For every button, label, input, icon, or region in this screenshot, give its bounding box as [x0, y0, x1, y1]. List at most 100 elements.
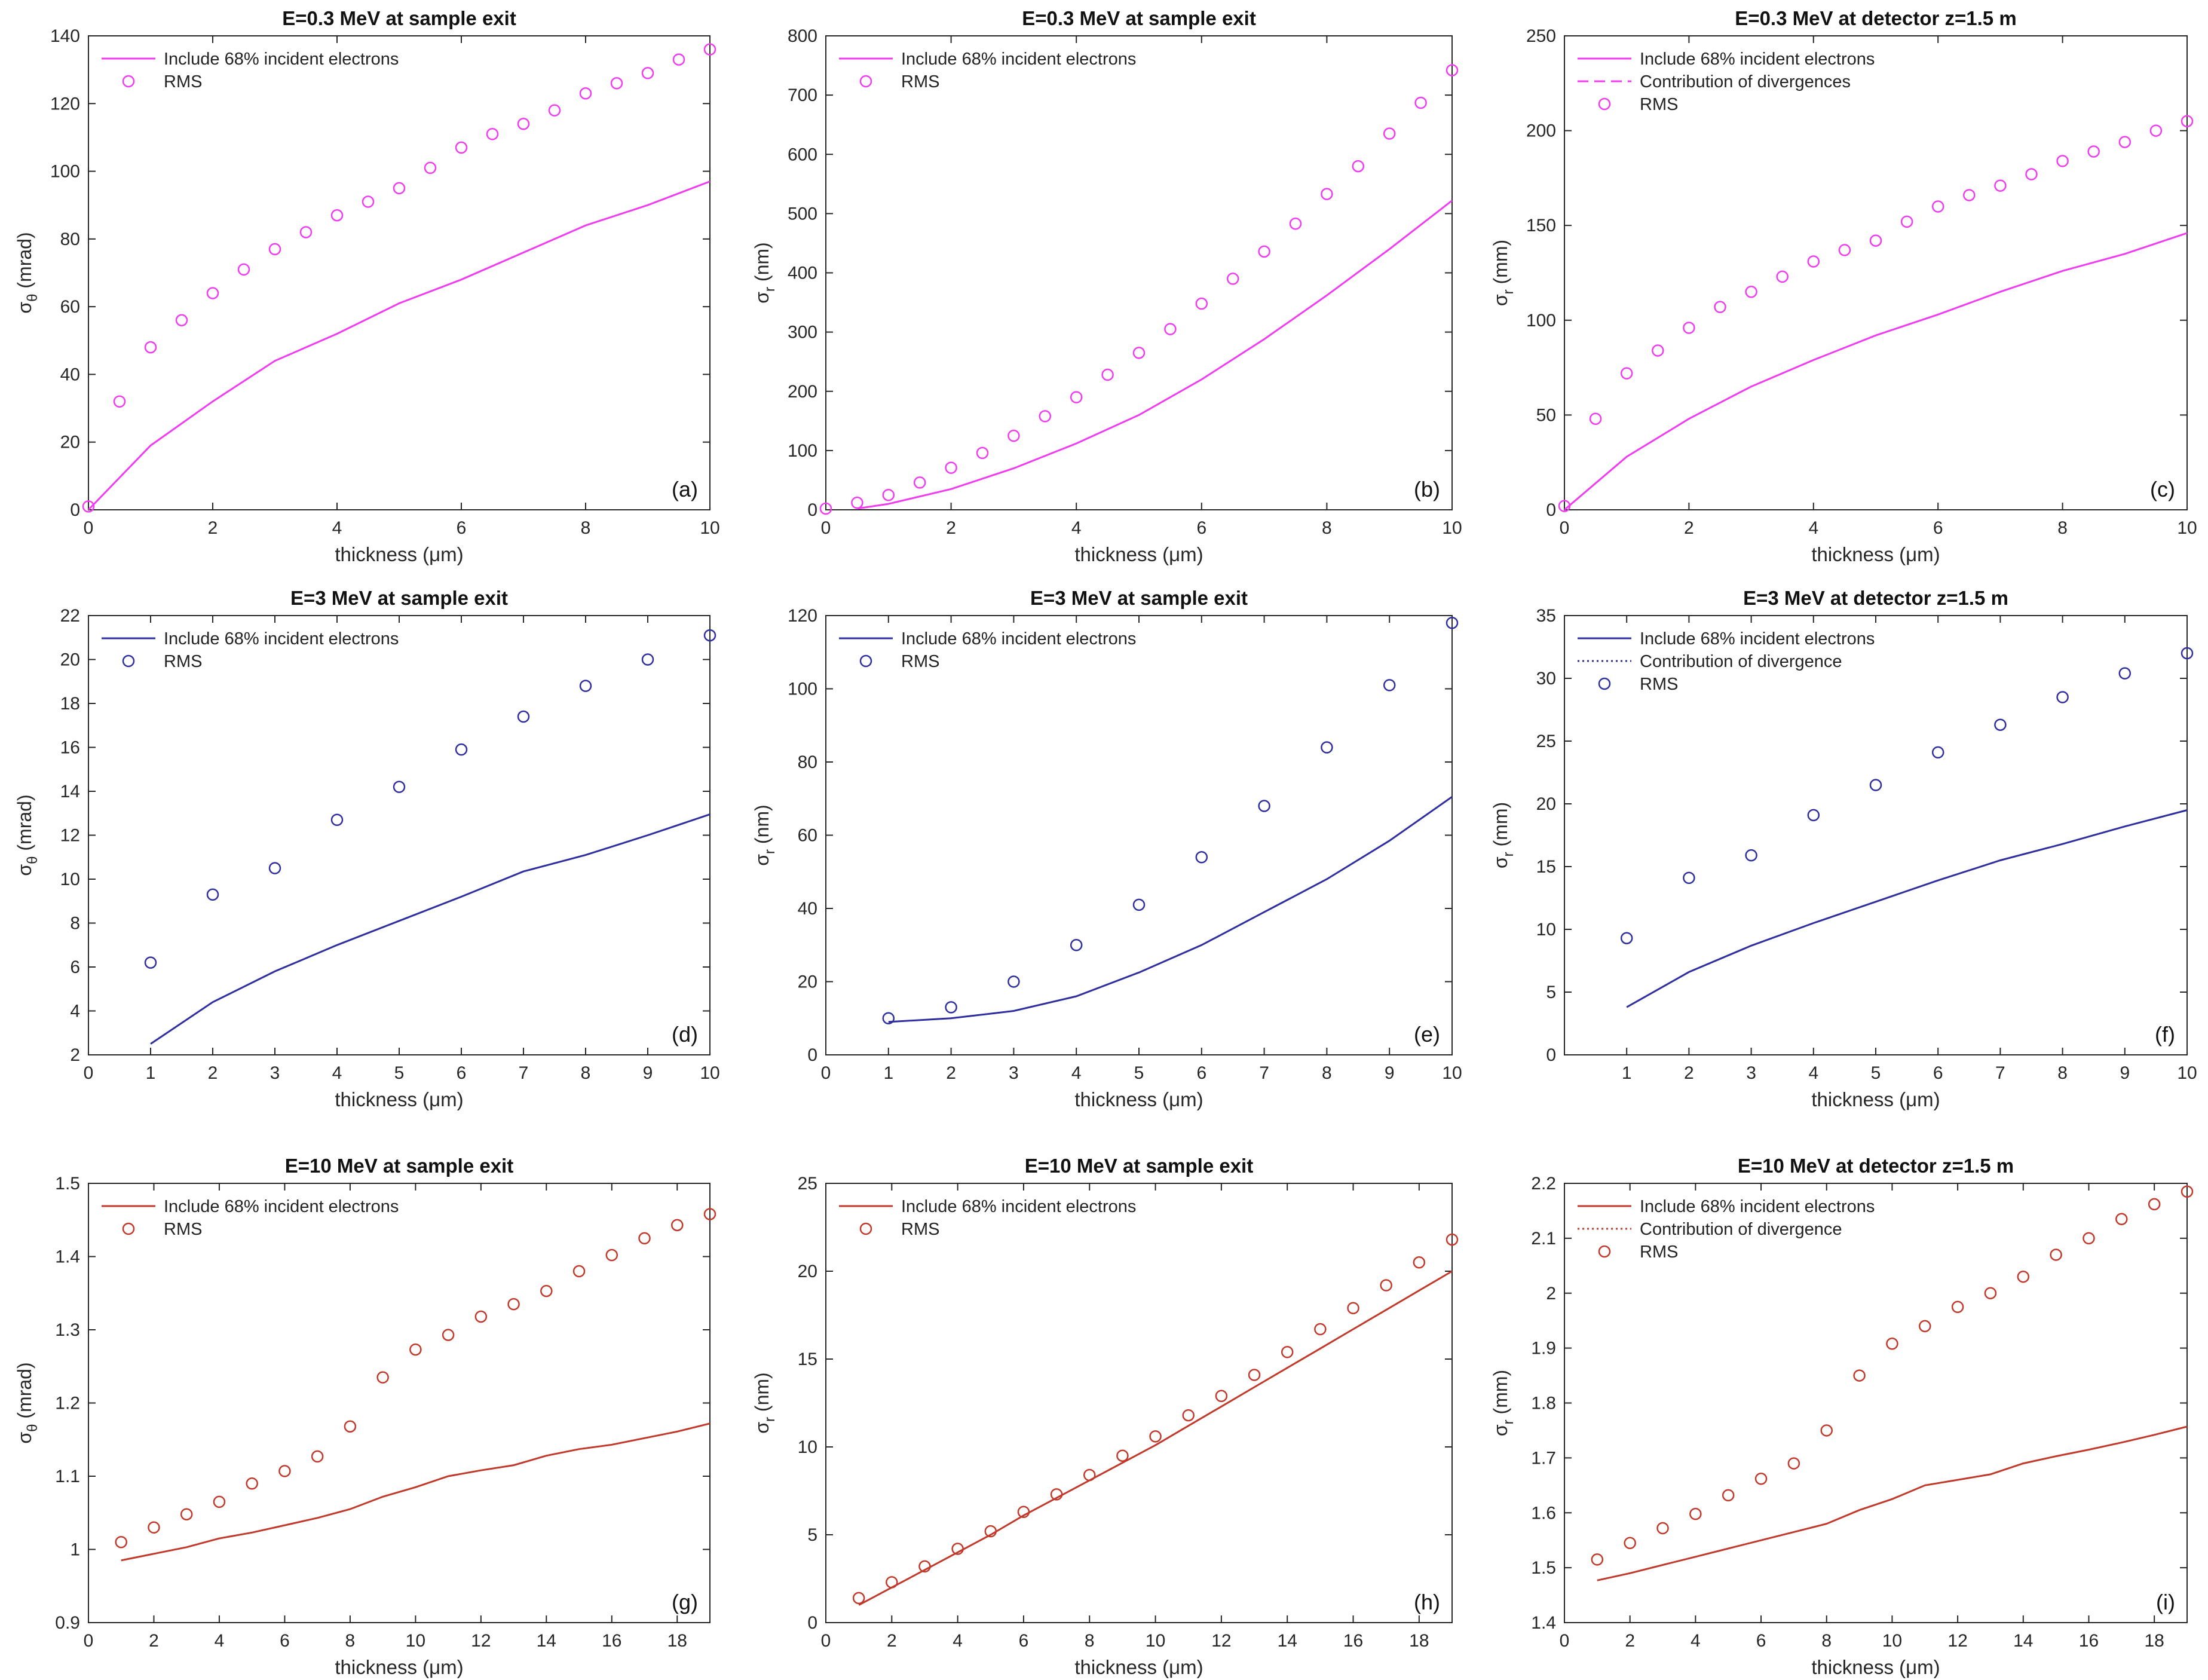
rms-point: [1258, 800, 1270, 812]
panel-label: (f): [2155, 1022, 2175, 1046]
x-tick-label: 6: [1933, 1063, 1943, 1083]
y-tick-label: 15: [798, 1349, 817, 1369]
rms-point: [1380, 1279, 1392, 1292]
y-label-symbol: σ: [14, 864, 35, 876]
y-label-unit: (mrad): [14, 1362, 35, 1424]
rms-point: [1656, 1522, 1669, 1535]
rms-point: [1886, 1338, 1898, 1350]
x-tick-label: 4: [332, 1063, 342, 1083]
rms-point: [1745, 849, 1757, 862]
rms-point: [1714, 301, 1726, 313]
legend-label: RMS: [164, 652, 202, 671]
panel-label: (h): [1414, 1590, 1440, 1614]
rms-point: [638, 1232, 651, 1245]
x-tick-label: 4: [1808, 518, 1818, 538]
y-axis-label: σθ (mrad): [14, 794, 41, 876]
y-tick-label: 0: [807, 1045, 817, 1065]
x-tick-label: 8: [2057, 518, 2068, 538]
rms-point: [1314, 1323, 1327, 1336]
x-tick-label: 10: [2177, 1063, 2197, 1083]
rms-point: [1050, 1488, 1063, 1501]
rms-point: [1215, 1390, 1228, 1402]
rms-point: [1070, 391, 1083, 403]
rms-point: [1683, 871, 1695, 885]
rms-point: [579, 87, 592, 100]
rms-point: [1321, 188, 1333, 200]
y-label-symbol: σ: [1490, 294, 1511, 306]
rms-point: [548, 104, 561, 117]
rms-point: [2181, 647, 2194, 660]
rms-point: [1624, 1537, 1636, 1550]
rms-point: [299, 226, 313, 238]
y-tick-label: 5: [807, 1525, 817, 1545]
rms-point: [1900, 215, 1913, 228]
rms-point: [703, 629, 716, 642]
rms-point: [1101, 368, 1114, 381]
rms-point: [1787, 1457, 1800, 1470]
rms-point: [1994, 718, 2007, 731]
chart-panel-f: 1 2 3 4 5 6 7 8 9 10 0 5 10 15 20 25 30 35 E=3 MeV at dete…: [1490, 587, 2197, 1110]
series-line-e: [888, 795, 1453, 1023]
rms-point: [1248, 1369, 1261, 1381]
rms-point: [572, 1265, 586, 1278]
rms-point: [1083, 1468, 1096, 1482]
series-line-d: [150, 813, 711, 1045]
y-label-subscript: θ: [25, 294, 41, 302]
x-tick-label: 0: [1560, 518, 1570, 538]
x-tick-label: 2: [946, 1063, 956, 1083]
rms-point: [1745, 285, 1757, 298]
y-tick-label: 1.9: [1531, 1339, 1556, 1358]
rms-point: [1620, 932, 1633, 944]
x-axis-label: thickness (μm): [1811, 1088, 1940, 1110]
rms-point: [882, 488, 895, 501]
x-tick-label: 8: [345, 1631, 356, 1651]
rms-point: [703, 1208, 716, 1220]
rms-point: [376, 1371, 389, 1384]
x-tick-label: 2: [208, 1063, 218, 1083]
plot-area-box: [825, 1183, 1453, 1623]
x-tick-label: 7: [1995, 1063, 2005, 1083]
y-tick-label: 60: [798, 826, 817, 846]
y-tick-label: 800: [788, 26, 817, 46]
y-tick-label: 1.4: [1531, 1613, 1556, 1633]
legend-marker-circle: [859, 1222, 872, 1235]
rms-point: [852, 1592, 865, 1605]
y-tick-label: 120: [50, 94, 80, 114]
chart-title: E=10 MeV at detector z=1.5 m: [1738, 1155, 2014, 1177]
x-tick-label: 10: [1882, 1631, 1902, 1651]
rms-point: [1132, 347, 1146, 359]
x-tick-label: 9: [643, 1063, 653, 1083]
x-tick-label: 10: [1442, 518, 1462, 538]
plot-area-box: [1564, 615, 2188, 1055]
y-tick-label: 20: [1536, 794, 1556, 814]
series-line-g: [121, 1422, 711, 1562]
y-tick-label: 1.5: [55, 1174, 80, 1194]
x-tick-label: 0: [1560, 1631, 1570, 1651]
x-tick-label: 4: [1071, 1063, 1082, 1083]
y-axis-label: σr (mm): [1490, 1370, 1517, 1436]
y-tick-label: 700: [788, 85, 817, 105]
rms-point: [2056, 691, 2069, 703]
x-axis-label: thickness (μm): [1074, 1656, 1203, 1678]
chart-title: E=10 MeV at sample exit: [285, 1155, 513, 1177]
y-label-symbol: σ: [751, 854, 773, 866]
legend-label: RMS: [1640, 95, 1678, 114]
x-tick-label: 3: [1746, 1063, 1756, 1083]
rms-point: [945, 461, 957, 474]
x-tick-label: 3: [1009, 1063, 1019, 1083]
rms-point: [2050, 1248, 2062, 1261]
x-tick-label: 6: [1196, 1063, 1206, 1083]
x-tick-label: 0: [84, 518, 94, 538]
x-tick-label: 3: [270, 1063, 280, 1083]
rms-point: [1039, 410, 1052, 423]
rms-point: [1132, 898, 1146, 911]
legend-label: Include 68% incident electrons: [901, 50, 1136, 69]
x-tick-label: 4: [953, 1631, 963, 1651]
y-tick-label: 20: [798, 972, 817, 992]
rms-point: [2083, 1232, 2095, 1245]
rms-point: [113, 395, 126, 408]
chart-title: E=3 MeV at sample exit: [290, 587, 508, 609]
rms-point: [2025, 168, 2038, 180]
x-axis-label: thickness (μm): [335, 1088, 463, 1110]
legend-label: Include 68% incident electrons: [164, 629, 399, 648]
